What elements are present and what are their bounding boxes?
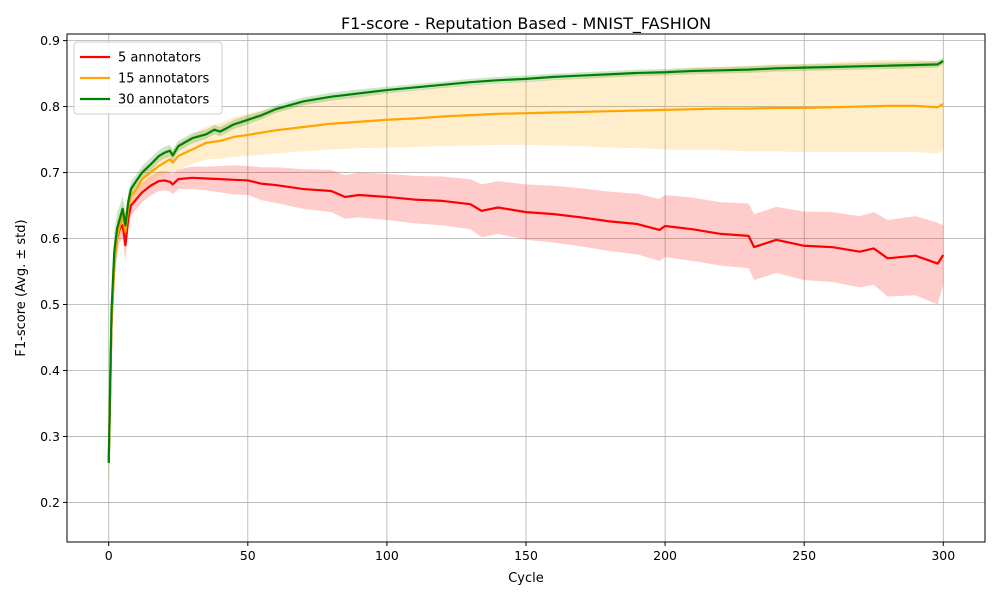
legend-label-series-2: 15 annotators xyxy=(118,72,210,87)
std-bands xyxy=(108,57,944,496)
y-tick-label: 0.8 xyxy=(40,99,60,114)
series-line-3 xyxy=(107,60,944,463)
ticks: 0 50 100 150 200 250 300 0.2 0.3 0.4 0.5 0.6 0.7 0.8 0… xyxy=(40,33,955,563)
x-tick-label: 0 xyxy=(105,548,113,563)
y-axis-label: F1-score (Avg. ± std) xyxy=(14,219,29,356)
y-tick-label: 0.2 xyxy=(40,495,60,510)
y-tick-label: 0.5 xyxy=(40,297,60,312)
x-tick-label: 250 xyxy=(792,548,816,563)
series-line-1 xyxy=(107,176,945,463)
legend-label-series-3: 30 annotators xyxy=(118,93,210,108)
legend-label-series-1: 5 annotators xyxy=(118,51,201,66)
y-tick-label: 0.3 xyxy=(40,429,60,444)
y-tick-label: 0.6 xyxy=(40,231,60,246)
std-band-series-2 xyxy=(108,57,944,490)
x-axis-label: Cycle xyxy=(508,571,544,586)
series-lines xyxy=(107,60,945,463)
grid xyxy=(67,34,985,542)
x-tick-label: 150 xyxy=(514,548,538,563)
legend-box xyxy=(73,41,223,115)
series-line-2 xyxy=(107,102,944,463)
x-tick-label: 300 xyxy=(931,548,955,563)
chart-title: F1-score - Reputation Based - MNIST_FASH… xyxy=(341,14,711,34)
x-tick-label: 200 xyxy=(653,548,677,563)
std-band-series-1 xyxy=(108,165,944,483)
y-tick-label: 0.4 xyxy=(40,363,60,378)
x-tick-label: 50 xyxy=(240,548,256,563)
x-tick-label: 100 xyxy=(375,548,399,563)
y-tick-label: 0.7 xyxy=(40,165,60,180)
legend: 5 annotators 15 annotators 30 annotators xyxy=(73,41,223,115)
y-tick-label: 0.9 xyxy=(40,33,60,48)
